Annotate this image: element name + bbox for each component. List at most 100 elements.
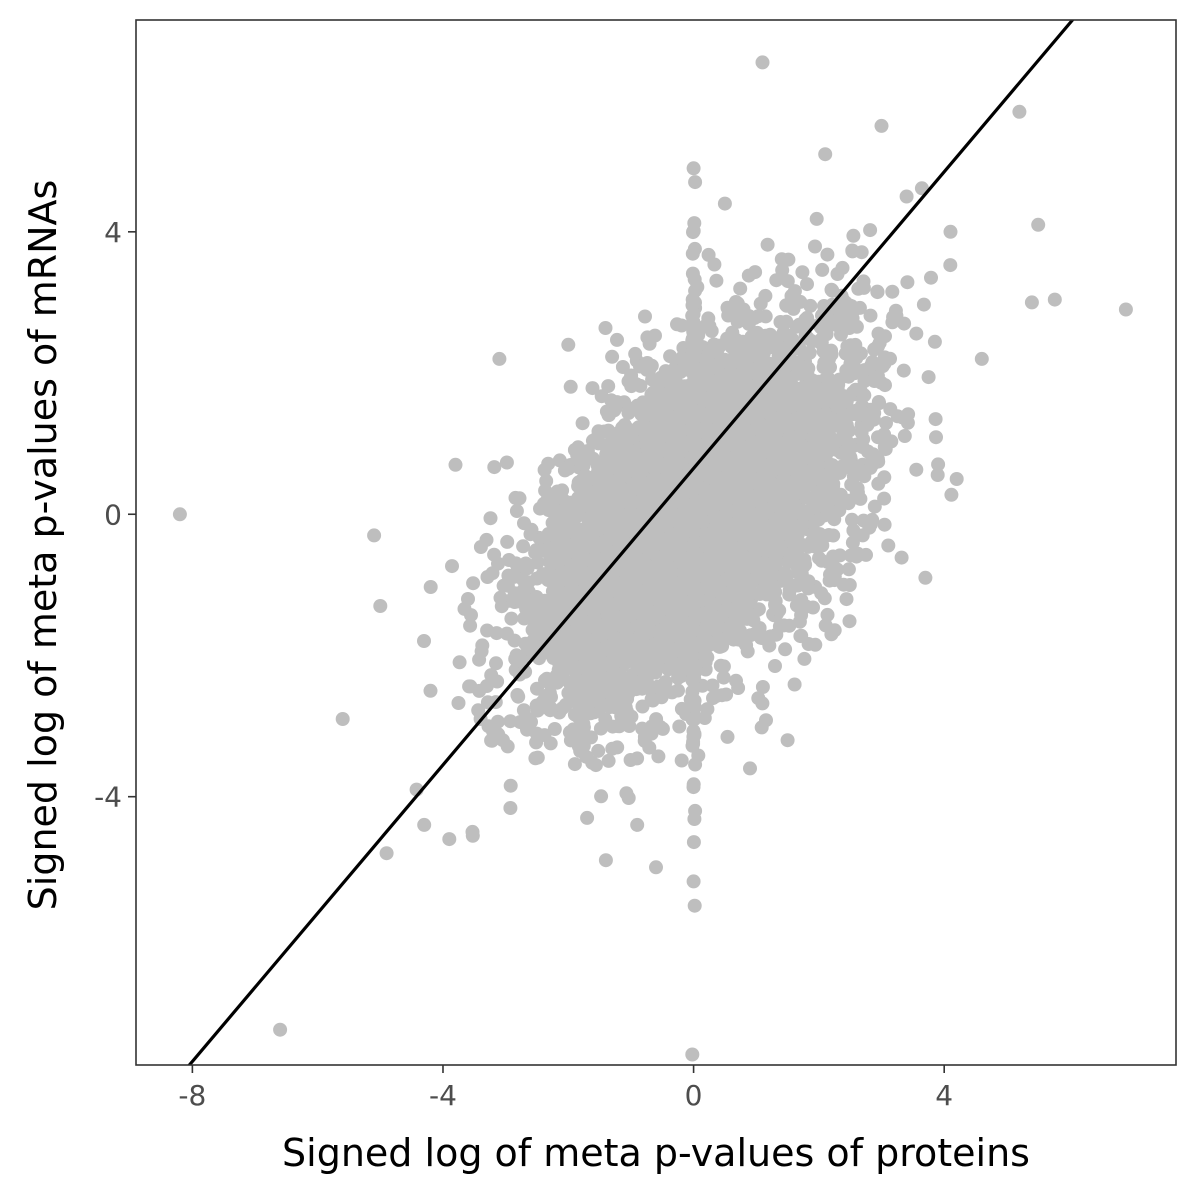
data-point [563,379,578,394]
data-point [845,512,859,527]
data-point [601,379,616,394]
data-point [846,228,861,243]
data-point [496,578,511,593]
data-point [877,491,892,506]
data-point [485,566,500,581]
data-point [930,468,945,482]
data-point [877,427,892,442]
data-point [808,492,823,507]
data-point [877,356,892,371]
data-point [452,655,467,670]
data-point [591,743,606,758]
data-point [877,439,892,454]
data-point [841,562,856,577]
data-point [655,721,670,736]
data-point [825,283,840,298]
data-point [769,273,784,288]
data-point [801,379,816,394]
data-point [512,491,527,506]
data-point [794,593,809,607]
data-point [760,237,775,252]
data-point [768,659,782,673]
data-point [670,317,684,332]
data-point [900,275,915,290]
data-point [569,678,584,693]
data-point [567,662,582,677]
data-point [466,576,481,591]
data-point [896,363,911,378]
data-point [575,416,590,431]
data-point [561,461,576,476]
data-point [856,274,871,289]
data-point [712,639,727,654]
data-point [820,247,835,262]
data-point [585,381,600,396]
data-point [503,714,518,729]
data-point [658,675,673,689]
data-point [698,655,713,670]
data-point [928,412,943,427]
data-point [511,689,526,704]
data-point [909,462,924,477]
data-point [916,297,931,312]
data-point [651,749,666,764]
data-point [751,691,766,706]
data-point [780,274,795,289]
data-point [553,569,568,584]
data-point [787,677,802,692]
data-point [842,321,857,335]
data-point [503,801,518,815]
data-point [894,550,909,565]
data-point [518,664,533,679]
data-point [445,559,459,574]
data-point [733,281,748,296]
data-point [720,729,735,744]
data-point [487,547,502,562]
data-point [839,592,854,607]
data-point [583,706,598,721]
data-point [547,722,562,736]
data-point [451,696,466,710]
data-point [944,487,959,502]
data-point [827,569,842,584]
data-point [897,316,912,331]
data-point [877,470,892,485]
data-point [479,679,494,693]
data-point [795,265,810,280]
data-point [499,455,514,470]
data-point [785,521,799,536]
data-point [533,501,547,516]
data-point [927,334,942,349]
data-point [781,252,796,267]
data-point [877,517,892,532]
data-point [578,497,592,512]
data-point [881,538,896,553]
data-point [943,258,958,273]
data-point [672,719,687,734]
data-point [759,713,773,728]
data-point [665,685,679,700]
data-point [794,628,809,643]
data-point [502,553,516,567]
data-point [594,789,609,804]
data-point [924,270,938,285]
data-point [716,670,731,685]
data-point [503,778,518,793]
data-point [480,623,495,638]
data-point [709,273,724,288]
data-point [705,678,720,693]
data-point [489,656,503,671]
data-point [619,786,634,801]
data-point [832,548,847,563]
data-point [808,239,822,254]
data-point [674,753,689,768]
data-point [838,346,853,361]
data-point [794,566,809,581]
data-point [778,642,793,657]
data-point [487,460,502,475]
data-point [790,366,805,381]
data-point [483,511,498,526]
data-point [541,456,556,471]
data-point [465,828,480,843]
